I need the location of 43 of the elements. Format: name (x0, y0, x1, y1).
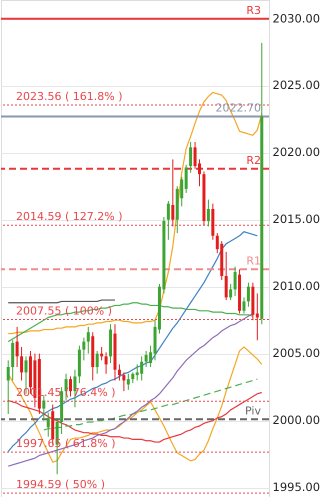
candlestick (126, 373, 130, 390)
line-series (8, 302, 254, 342)
ref-line-label: 2014.59 ( 127.2% ) (16, 210, 123, 224)
candlestick (246, 282, 250, 308)
ref-line-label: 2023.56 ( 161.8% ) (16, 90, 123, 104)
y-tick-label: 2010.00 (272, 279, 320, 294)
candlestick (144, 350, 148, 368)
candlestick (6, 360, 10, 414)
y-tick-label: 2030.00 (272, 11, 320, 26)
y-tick-label: 2015.00 (272, 212, 320, 226)
y-tick-label: 2000.00 (272, 413, 320, 428)
candlestick (118, 364, 121, 381)
candlestick (20, 346, 24, 381)
line-series (8, 346, 262, 463)
line-series (8, 92, 262, 334)
ref-line-label: 1994.59 ( 50% ) (16, 478, 106, 492)
ref-line-label: R2 (246, 154, 261, 167)
y-tick-label: 2020.00 (272, 145, 320, 160)
candlestick (224, 251, 228, 301)
candlestick (136, 364, 139, 381)
candlestick (16, 326, 19, 368)
candlestick (131, 372, 134, 384)
candlestick (96, 350, 99, 374)
candlestick (171, 158, 174, 227)
ref-line-label: R1 (246, 254, 261, 268)
candlestick (206, 199, 210, 227)
y-tick-label: 1995.00 (272, 480, 320, 494)
candlestick (42, 394, 46, 422)
candlestick (100, 346, 104, 361)
candlestick (104, 352, 108, 374)
candlestick (229, 284, 232, 301)
candlestick (242, 296, 246, 314)
y-tick-label: 2025.00 (272, 78, 320, 92)
candlestick (82, 337, 86, 361)
candlestick (234, 266, 237, 297)
candlestick (166, 200, 170, 240)
candlestick (189, 142, 192, 174)
y-tick-label: 2005.00 (272, 346, 320, 360)
candlestick (122, 372, 126, 392)
candlestick (46, 412, 50, 438)
ref-line-label: R3 (246, 4, 261, 17)
ref-line-label: Piv (245, 404, 262, 418)
candlestick (86, 326, 90, 354)
